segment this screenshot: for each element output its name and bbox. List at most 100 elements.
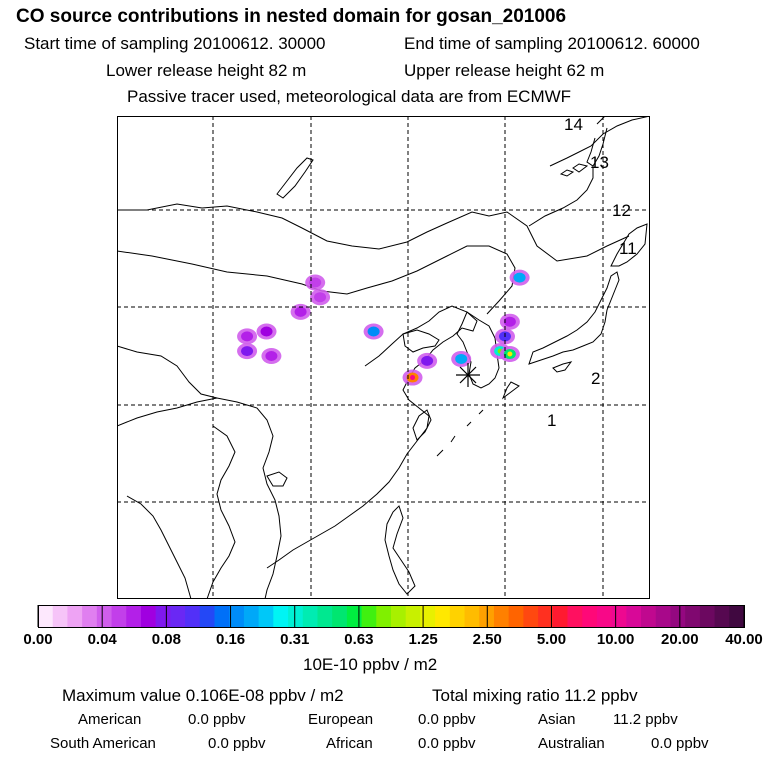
colorbar-cell bbox=[714, 605, 730, 627]
south-american-value: 0.0 ppbv bbox=[208, 735, 266, 752]
colorbar-cell bbox=[317, 605, 333, 627]
colorbar-cell bbox=[140, 605, 157, 627]
chart-title: CO source contributions in nested domain… bbox=[16, 6, 567, 27]
asian-label: Asian bbox=[538, 711, 576, 728]
map-number-11: 11 bbox=[619, 239, 637, 258]
south-american-label: South American bbox=[50, 735, 156, 752]
colorbar-cell bbox=[96, 605, 113, 627]
colorbar-cell bbox=[685, 605, 701, 627]
colorbar-tick-label: 40.00 bbox=[725, 631, 763, 646]
colorbar-cell bbox=[38, 605, 54, 627]
colorbar-cell bbox=[126, 605, 142, 627]
colorbar-cell bbox=[538, 605, 554, 627]
colorbar-tick-label: 0.63 bbox=[344, 631, 373, 646]
african-label: African bbox=[326, 735, 373, 752]
american-value: 0.0 ppbv bbox=[188, 711, 246, 728]
colorbar-cell bbox=[567, 605, 583, 627]
colorbar-tick-label: 2.50 bbox=[473, 631, 502, 646]
hotspot-core bbox=[241, 331, 254, 342]
tracer-note: Passive tracer used, meteorological data… bbox=[127, 87, 572, 106]
colorbar-cell bbox=[582, 605, 598, 627]
american-label: American bbox=[78, 711, 142, 728]
colorbar-cell bbox=[523, 605, 539, 627]
colorbar-tick-label: 10.00 bbox=[597, 631, 635, 646]
colorbar-tick-label: 0.08 bbox=[152, 631, 181, 646]
colorbar-cell bbox=[258, 605, 274, 627]
european-value: 0.0 ppbv bbox=[418, 711, 476, 728]
colorbar-cell bbox=[420, 605, 436, 627]
colorbar-cell bbox=[699, 605, 716, 627]
colorbar-cell bbox=[376, 605, 392, 627]
hotspot-core bbox=[260, 326, 273, 337]
colorbar-cell bbox=[391, 605, 407, 627]
coastlines bbox=[117, 116, 650, 599]
hotspot-core bbox=[513, 272, 526, 283]
colorbar-cell bbox=[273, 605, 289, 627]
map-panel: 14 13 12 11 2 1 bbox=[117, 116, 650, 599]
colorbar-cell bbox=[626, 605, 642, 627]
hotspot-core bbox=[503, 316, 516, 327]
colorbar-tick-label: 0.00 bbox=[23, 631, 52, 646]
colorbar-cell bbox=[493, 605, 510, 627]
colorbar-tick-label: 0.16 bbox=[216, 631, 245, 646]
hotspot-core bbox=[421, 355, 434, 366]
colorbar-cell bbox=[288, 605, 304, 627]
colorbar-cell bbox=[67, 605, 83, 627]
colorbar-tick-label: 0.31 bbox=[280, 631, 309, 646]
colorbar-cell bbox=[655, 605, 672, 627]
map-number-2: 2 bbox=[591, 369, 600, 388]
hotspot-core bbox=[241, 346, 254, 357]
upper-release-label: Upper release height 62 m bbox=[404, 61, 605, 80]
map-number-14: 14 bbox=[564, 116, 583, 134]
total-mixing-ratio-label: Total mixing ratio 11.2 ppbv bbox=[432, 686, 638, 705]
colorbar-cell bbox=[508, 605, 524, 627]
map-number-12: 12 bbox=[612, 201, 631, 220]
european-label: European bbox=[308, 711, 374, 728]
hotspot-peak bbox=[507, 351, 513, 357]
colorbar-cell bbox=[552, 605, 569, 627]
lower-release-label: Lower release height 82 m bbox=[106, 61, 307, 80]
australian-value: 0.0 ppbv bbox=[651, 735, 709, 752]
colorbar: 0.00 0.04 0.08 0.16 0.31 0.63 1.25 2.50 5.00 10.0… bbox=[23, 605, 763, 646]
hotspot-core bbox=[367, 326, 380, 337]
colorbar-tick-label: 5.00 bbox=[537, 631, 566, 646]
african-value: 0.0 ppbv bbox=[418, 735, 476, 752]
hotspot-core bbox=[294, 306, 307, 317]
colorbar-cell bbox=[111, 605, 127, 627]
hotspot-core bbox=[455, 353, 468, 364]
colorbar-cell bbox=[405, 605, 422, 627]
colorbar-cell bbox=[199, 605, 216, 627]
colorbar-tick-label: 20.00 bbox=[661, 631, 699, 646]
colorbar-cell bbox=[670, 605, 686, 627]
hotspot-core bbox=[265, 351, 278, 361]
colorbar-cell bbox=[243, 605, 260, 627]
concentration-field bbox=[237, 269, 530, 386]
colorbar-cell bbox=[302, 605, 319, 627]
colorbar-cell bbox=[729, 605, 745, 627]
end-time-label: End time of sampling 20100612. 60000 bbox=[404, 34, 700, 53]
hotspot-core bbox=[314, 292, 327, 303]
colorbar-cell bbox=[185, 605, 201, 627]
colorbar-cell bbox=[52, 605, 69, 627]
colorbar-cell bbox=[361, 605, 377, 627]
map-number-1: 1 bbox=[547, 411, 556, 430]
colorbar-tick-label: 0.04 bbox=[88, 631, 118, 646]
asian-value: 11.2 ppbv bbox=[613, 711, 678, 728]
graticule bbox=[117, 116, 650, 599]
map-number-13: 13 bbox=[590, 153, 609, 172]
colorbar-cell bbox=[170, 605, 186, 627]
australian-label: Australian bbox=[538, 735, 605, 752]
colorbar-cell bbox=[596, 605, 613, 627]
colorbar-tick-label: 1.25 bbox=[408, 631, 437, 646]
colorbar-cell bbox=[611, 605, 627, 627]
colorbar-cell bbox=[229, 605, 245, 627]
maximum-value-label: Maximum value 0.106E-08 ppbv / m2 bbox=[62, 686, 344, 705]
colorbar-cell bbox=[449, 605, 466, 627]
colorbar-cell bbox=[464, 605, 480, 627]
colorbar-cell bbox=[346, 605, 363, 627]
colorbar-cell bbox=[155, 605, 171, 627]
colorbar-cell bbox=[214, 605, 230, 627]
colorbar-cell bbox=[82, 605, 98, 627]
receptor-marker bbox=[456, 363, 480, 387]
hotspot-peak bbox=[410, 375, 416, 381]
